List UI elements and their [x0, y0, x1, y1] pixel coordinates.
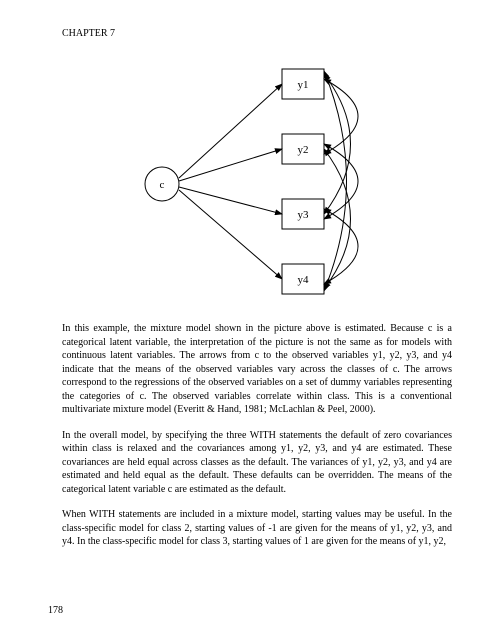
page-number: 178 [48, 605, 63, 616]
chapter-header: CHAPTER 7 [62, 28, 452, 39]
svg-text:y2: y2 [298, 144, 309, 156]
mixture-model-diagram: c y1 y2 y3 y4 [117, 59, 397, 309]
diagram-svg: c y1 y2 y3 y4 [117, 59, 397, 309]
paragraph-1: In this example, the mixture model shown… [62, 322, 452, 417]
svg-text:y3: y3 [298, 209, 310, 221]
svg-text:c: c [160, 179, 165, 191]
paragraph-2: In the overall model, by specifying the … [62, 429, 452, 497]
paragraph-3: When WITH statements are included in a m… [62, 508, 452, 549]
svg-text:y1: y1 [298, 79, 309, 91]
svg-text:y4: y4 [298, 274, 310, 286]
diagram-container: c y1 y2 y3 y4 [62, 54, 452, 314]
